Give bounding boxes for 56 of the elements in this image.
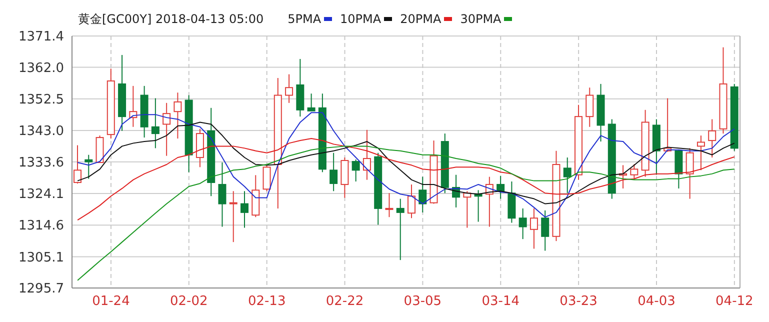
- candlestick: [240, 190, 248, 228]
- candlestick: [696, 135, 705, 171]
- y-tick-label: 1314.6: [18, 218, 64, 234]
- y-tick-label: 1333.6: [18, 155, 64, 170]
- candlestick: [385, 192, 394, 218]
- y-tick-label: 1352.5: [18, 92, 64, 108]
- candlestick: [174, 92, 182, 140]
- candlestick: [162, 102, 171, 156]
- candlestick: [84, 154, 93, 180]
- candlestick: [285, 74, 294, 104]
- y-tick-label: 1362.0: [18, 60, 64, 76]
- x-tick-label: 02-22: [326, 294, 364, 310]
- candlestick: [151, 98, 160, 149]
- chart-title: 黄金[GC00Y] 2018-04-13 05:00: [78, 10, 264, 28]
- candlestick: [229, 190, 238, 243]
- candlestick: [262, 164, 271, 192]
- y-tick-label: 1371.4: [18, 30, 64, 45]
- x-tick-label: 03-14: [482, 294, 520, 310]
- x-tick-label: 02-02: [170, 294, 208, 310]
- x-tick-label: 03-23: [560, 294, 598, 310]
- candlestick: [352, 159, 360, 182]
- x-tick-label: 04-12: [716, 294, 754, 310]
- candlestick: [408, 184, 416, 219]
- candlestick: [196, 128, 204, 168]
- x-tick-label: 01-24: [92, 294, 130, 310]
- legend-label: 5PMA: [288, 12, 322, 26]
- candlestick: [563, 157, 572, 194]
- candlestick: [396, 198, 404, 261]
- candlestick: [674, 149, 683, 189]
- candlestick: [330, 152, 338, 192]
- legend-label: 10PMA: [340, 12, 382, 26]
- candlestick: [586, 87, 594, 128]
- line-series: [77, 138, 735, 221]
- candlestick: [307, 93, 316, 112]
- candlestick: [541, 210, 550, 252]
- candlestick: [496, 175, 505, 200]
- legend-label: 20PMA: [400, 12, 442, 26]
- y-tick-label: 1343.0: [18, 124, 64, 140]
- y-tick-label: 1295.7: [18, 282, 64, 297]
- candlestick: [708, 118, 716, 158]
- candlestick: [518, 208, 527, 240]
- candlestick: [630, 164, 638, 180]
- candlestick: [340, 157, 349, 198]
- x-tick-label: 02-13: [248, 294, 286, 310]
- legend-label: 30PMA: [460, 12, 502, 26]
- x-tick-label: 03-05: [404, 294, 442, 310]
- y-tick-label: 1305.1: [18, 250, 64, 266]
- candlestick: [530, 208, 538, 250]
- x-tick-label: 04-03: [638, 294, 676, 310]
- candlestick: [686, 148, 694, 200]
- candlestick: [418, 176, 427, 213]
- y-tick-label: 1324.1: [18, 187, 64, 202]
- candlestick: [218, 162, 226, 228]
- candlestick: [362, 129, 371, 180]
- line-series: [77, 146, 735, 281]
- candlestick: [74, 144, 82, 184]
